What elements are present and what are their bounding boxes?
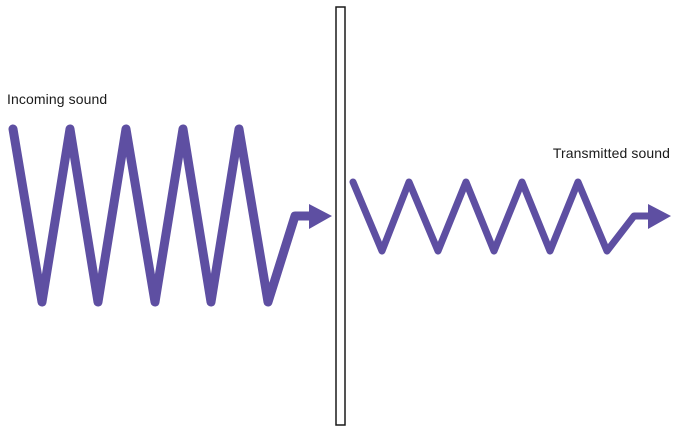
incoming-sound-wave bbox=[8, 124, 315, 307]
transmitted-arrowhead bbox=[648, 204, 671, 229]
incoming-sound-label: Incoming sound bbox=[7, 91, 108, 107]
barrier-wall bbox=[335, 6, 346, 426]
incoming-arrowhead bbox=[309, 204, 332, 229]
transmitted-sound-label: Transmitted sound bbox=[552, 145, 670, 161]
transmitted-sound-wave bbox=[349, 178, 654, 255]
